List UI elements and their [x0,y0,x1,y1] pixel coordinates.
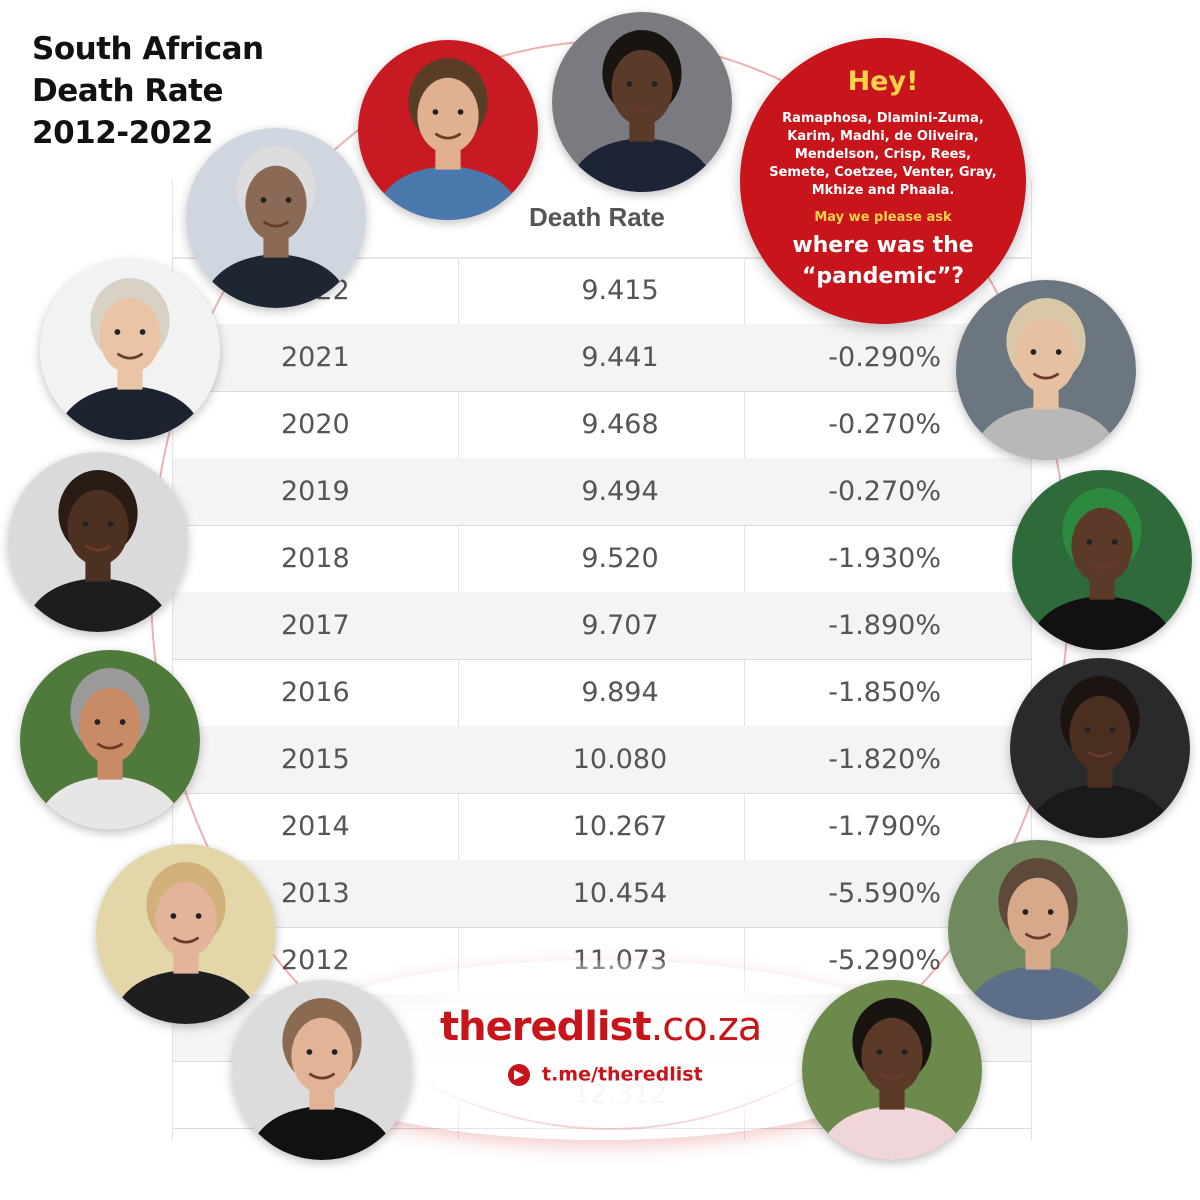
portrait-photo [802,980,982,1160]
callout-ask: May we please ask [814,210,952,225]
person-icon [552,12,732,192]
year-cell: 2021 [281,342,350,373]
person-icon [20,650,200,830]
portrait-photo [8,452,188,632]
question-callout: Hey! Ramaphosa, Dlamini-Zuma, Karim, Mad… [740,38,1026,324]
title-line: South African [32,31,264,67]
portrait-photo [948,840,1128,1020]
portrait-photo [20,650,200,830]
table-row: 2021 9.441 -0.290% [173,324,1031,392]
change-cell: -1.820% [828,744,941,775]
change-cell: -1.790% [828,811,941,842]
year-cell: 2015 [281,744,350,775]
change-cell: -0.290% [828,342,941,373]
callout-greeting: Hey! [847,66,919,97]
rate-cell: 9.520 [581,543,659,574]
column-divider [458,180,459,1140]
person-icon [40,260,220,440]
telegram-handle: t.me/theredlist [542,1063,703,1086]
portrait-photo [40,260,220,440]
person-icon [186,128,366,308]
portrait-photo [358,40,538,220]
year-cell: 2016 [281,677,350,708]
change-cell: -1.890% [828,610,941,641]
person-icon [358,40,538,220]
table-row: 2020 9.468 -0.270% [173,391,1031,459]
rate-cell: 9.441 [581,342,659,373]
change-cell: -5.590% [828,878,941,909]
year-cell: 2014 [281,811,350,842]
header-death-rate: Death Rate [529,202,665,232]
year-cell: 2012 [281,945,350,976]
telegram-link[interactable]: t.me/theredlist [508,1062,703,1086]
table-row: 2018 9.520 -1.930% [173,525,1031,593]
brand-logo[interactable]: theredlist.co.za [440,1004,763,1050]
title-line: 2012-2022 [32,115,213,151]
year-cell: 2013 [281,878,350,909]
portrait-photo [186,128,366,308]
portrait-photo [552,12,732,192]
brand-name: theredlist [440,1004,652,1050]
portrait-photo [956,280,1136,460]
person-icon [96,844,276,1024]
year-cell: 2018 [281,543,350,574]
rate-cell: 9.894 [581,677,659,708]
person-icon [1010,658,1190,838]
change-cell: -1.850% [828,677,941,708]
callout-question: where was the “pandemic”? [792,233,974,289]
person-icon [802,980,982,1160]
brand-tld: .co.za [650,1004,763,1050]
change-cell: -1.930% [828,543,941,574]
telegram-icon [508,1063,530,1086]
rate-cell: 9.468 [581,409,659,440]
portrait-photo [1012,470,1192,650]
portrait-photo [1010,658,1190,838]
title-line: Death Rate [32,73,224,109]
page-title: South African Death Rate 2012-2022 [32,28,292,154]
year-cell: 2020 [281,409,350,440]
person-icon [232,980,412,1160]
year-cell: 2019 [281,476,350,507]
rate-cell: 9.494 [581,476,659,507]
rate-cell: 10.267 [572,811,668,842]
person-icon [956,280,1136,460]
change-cell: -5.290% [828,945,941,976]
change-cell: -0.270% [828,409,941,440]
table-row: 2013 10.454 -5.590% [173,860,1031,928]
change-cell: -0.270% [828,476,941,507]
rate-cell: 9.707 [581,610,659,641]
rate-cell: 10.080 [572,744,668,775]
year-cell: 2017 [281,610,350,641]
person-icon [948,840,1128,1020]
portrait-photo [96,844,276,1024]
table-row: 2019 9.494 -0.270% [173,458,1031,526]
person-icon [1012,470,1192,650]
callout-names: Ramaphosa, Dlamini-Zuma, Karim, Madhi, d… [769,111,997,198]
table-row: 2016 9.894 -1.850% [173,659,1031,727]
person-icon [8,452,188,632]
table-row: 2017 9.707 -1.890% [173,592,1031,660]
column-divider [744,180,745,1140]
table-row: 2014 10.267 -1.790% [173,793,1031,861]
rate-cell: 10.454 [572,878,668,909]
rate-cell: 9.415 [581,275,659,306]
table-row: 2015 10.080 -1.820% [173,726,1031,794]
portrait-photo [232,980,412,1160]
